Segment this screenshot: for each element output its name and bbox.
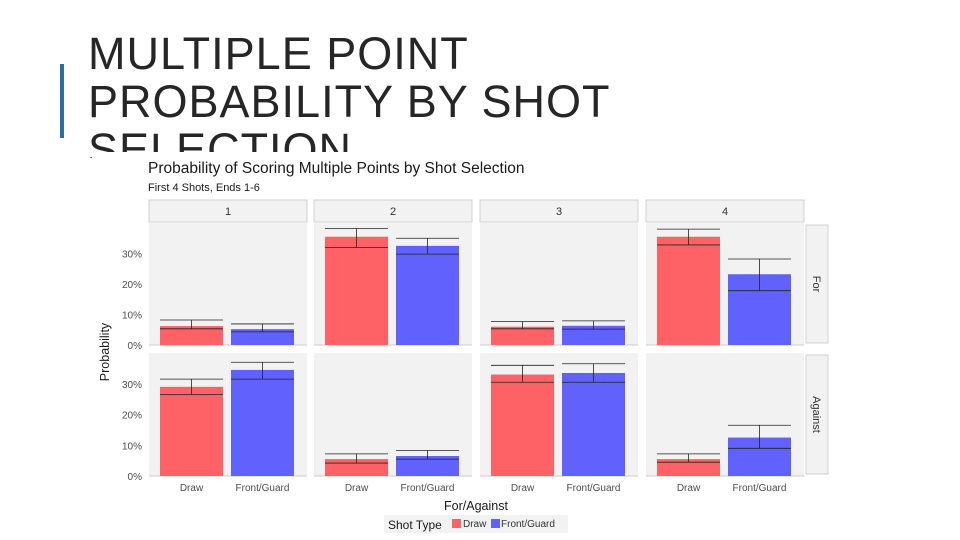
legend: Shot Type Draw Front/Guard (384, 515, 568, 533)
bar-4-for-draw (657, 236, 720, 345)
facet-strip-col-2 (313, 199, 473, 223)
chart-panel: Probability of Scoring Multiple Points b… (92, 152, 840, 538)
bar-1-against-draw (160, 386, 223, 476)
bar-4-against-draw (657, 459, 720, 476)
bar-3-against-draw (491, 374, 554, 476)
legend-swatch-draw (452, 519, 461, 528)
x-tick-label-2-draw: Draw (345, 483, 369, 494)
x-tick-label-1-front-guard: Front/Guard (236, 483, 290, 494)
slide-title: MULTIPLE POINT PROBABILITY BY SHOT SELEC… (88, 30, 610, 158)
facet-label-row-for: For (810, 276, 822, 293)
bar-1-for-front-guard (231, 329, 294, 345)
y-tick-label-for-1: 10% (122, 311, 142, 322)
facet-strip-row-against (805, 354, 829, 475)
facet-label-col-4: 4 (722, 206, 728, 218)
title-accent-bar (60, 64, 64, 138)
facet-label-col-3: 3 (556, 206, 562, 218)
facet-grid: 1 2 3 4 For Against 0% 10% 20% 30% 0% 10% 20% 30% Draw… (122, 199, 829, 494)
bar-2-for-front-guard (396, 245, 459, 345)
x-tick-label-4-draw: Draw (677, 483, 701, 494)
bar-1-against-front-guard (231, 369, 294, 476)
bar-2-for-draw (325, 236, 388, 345)
bar-3-against-front-guard (562, 372, 625, 476)
x-axis-title: For/Against (444, 499, 508, 513)
legend-background (384, 515, 568, 533)
y-tick-label-against-2: 20% (122, 411, 142, 422)
y-tick-label-against-0: 0% (128, 472, 143, 483)
legend-label-draw: Draw (463, 519, 487, 530)
x-tick-label-3-front-guard: Front/Guard (567, 483, 621, 494)
y-tick-label-against-3: 30% (122, 380, 142, 391)
legend-swatch-front-guard (491, 519, 500, 528)
facet-label-col-1: 1 (225, 206, 231, 218)
facet-panel-1-for (149, 223, 307, 345)
facet-strip-row-for (805, 224, 829, 344)
y-tick-label-for-3: 30% (122, 250, 142, 261)
y-tick-label-against-1: 10% (122, 441, 142, 452)
bar-1-for-draw (160, 326, 223, 345)
chart-subtitle: First 4 Shots, Ends 1-6 (148, 182, 260, 194)
facet-strip-col-4 (645, 199, 805, 223)
y-tick-label-for-2: 20% (122, 280, 142, 291)
y-tick-label-for-0: 0% (128, 341, 143, 352)
chart-title: Probability of Scoring Multiple Points b… (148, 160, 525, 177)
x-tick-label-3-draw: Draw (511, 483, 535, 494)
y-axis-title: Probability (98, 322, 112, 381)
x-tick-label-4-front-guard: Front/Guard (733, 483, 787, 494)
faceted-bar-chart: Probability of Scoring Multiple Points b… (98, 160, 829, 533)
x-tick-label-1-draw: Draw (180, 483, 204, 494)
bar-3-for-front-guard (562, 325, 625, 345)
facet-strip-col-1 (148, 199, 308, 223)
x-tick-label-2-front-guard: Front/Guard (401, 483, 455, 494)
legend-title: Shot Type (388, 518, 442, 532)
legend-label-front-guard: Front/Guard (501, 519, 555, 530)
facet-label-row-against: Against (810, 396, 822, 433)
facet-panel-3-for (480, 223, 638, 345)
facet-label-col-2: 2 (390, 206, 396, 218)
bar-3-for-draw (491, 326, 554, 345)
facet-strip-col-3 (479, 199, 639, 223)
bar-2-against-front-guard (396, 456, 459, 476)
facet-panel-2-against (314, 353, 472, 476)
